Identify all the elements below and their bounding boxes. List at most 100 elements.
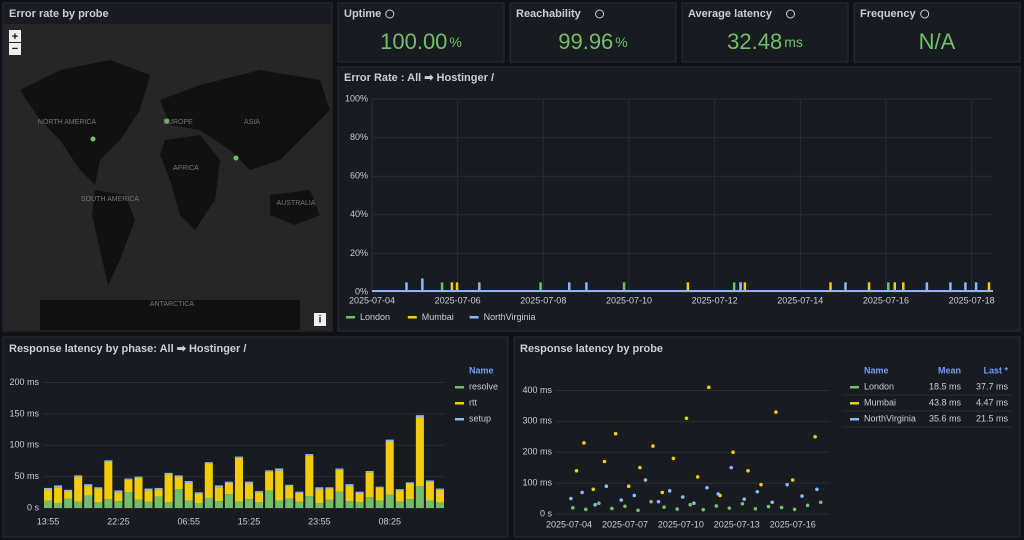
- bar-segment: [245, 483, 254, 500]
- error-spike: [478, 282, 481, 292]
- map-label: NORTH AMERICA: [38, 119, 97, 126]
- legend-label[interactable]: London: [360, 312, 390, 322]
- scatter-point: [680, 495, 685, 499]
- error-spike: [844, 282, 847, 292]
- stat-title: Frequency: [860, 8, 917, 20]
- map-label: AUSTRALIA: [277, 200, 316, 207]
- bar-segment: [184, 481, 193, 483]
- bar-segment: [315, 489, 324, 503]
- bar-segment: [234, 457, 243, 502]
- bar-segment: [44, 500, 53, 508]
- x-tick-label: 2025-07-04: [349, 295, 395, 305]
- bar-segment: [435, 489, 444, 503]
- scatter-point: [818, 500, 823, 505]
- probe-marker: [233, 155, 239, 161]
- bar-segment: [265, 471, 274, 491]
- error-spike: [925, 282, 929, 292]
- bar-segment: [395, 501, 404, 508]
- scatter-point: [790, 478, 795, 482]
- y-tick-label: 300 ms: [522, 416, 552, 426]
- scatter-point: [701, 507, 706, 512]
- bar-segment: [184, 500, 193, 508]
- legend-last: 37.7 ms: [976, 381, 1009, 391]
- bar-segment: [425, 500, 434, 508]
- error-spike: [739, 282, 742, 292]
- error-spike: [539, 282, 542, 292]
- bar-segment: [134, 476, 143, 478]
- legend-label[interactable]: London: [864, 381, 894, 391]
- y-tick-label: 0 s: [540, 508, 553, 518]
- legend-label[interactable]: Mumbai: [864, 397, 896, 407]
- legend-swatch: [850, 386, 859, 389]
- y-tick-label: 40%: [350, 209, 368, 219]
- info-icon: [595, 9, 605, 19]
- error-spike: [743, 282, 747, 292]
- bar-segment: [194, 492, 203, 494]
- scatter-point: [695, 475, 700, 479]
- scatter-point: [643, 478, 648, 482]
- scatter-point: [656, 499, 661, 504]
- bar-segment: [295, 492, 304, 502]
- y-tick-label: 80%: [350, 132, 368, 142]
- y-tick-label: 100 ms: [522, 477, 552, 487]
- bar-segment: [265, 470, 274, 472]
- legend-swatch: [407, 316, 417, 319]
- bar-segment: [275, 468, 284, 471]
- legend-header: Name: [864, 365, 889, 375]
- legend-last: 4.47 ms: [976, 397, 1009, 407]
- scatter-point: [753, 506, 758, 511]
- scatter-point: [602, 459, 607, 464]
- stat-number: N/A: [919, 29, 956, 54]
- scatter-point: [742, 497, 747, 501]
- bar-segment: [144, 490, 153, 502]
- bar-segment: [94, 502, 103, 508]
- x-tick-label: 2025-07-14: [777, 295, 823, 305]
- bar-segment: [154, 496, 163, 508]
- scatter-point: [792, 507, 797, 512]
- stat-unit: %: [449, 34, 461, 50]
- bar-segment: [104, 460, 113, 462]
- legend-swatch: [469, 316, 479, 319]
- info-icon: [385, 9, 395, 19]
- x-tick-label: 22:25: [107, 516, 130, 526]
- stat-title: Reachability: [516, 8, 582, 20]
- bar-segment: [395, 490, 404, 502]
- panel-title: Error rate by probe: [9, 8, 109, 20]
- scatter-point: [636, 508, 640, 513]
- zoom-in-button[interactable]: [9, 30, 21, 42]
- error-spike: [405, 282, 408, 292]
- stat-value: 100.00%: [380, 29, 462, 54]
- legend-mean: 43.8 ms: [929, 397, 962, 407]
- bar-segment: [345, 501, 354, 508]
- bar-segment: [295, 491, 304, 493]
- bar-segment: [395, 489, 404, 491]
- legend-label[interactable]: Mumbai: [422, 312, 454, 322]
- legend-label[interactable]: rtt: [469, 397, 477, 407]
- info-button[interactable]: [314, 313, 326, 326]
- bar-segment: [114, 501, 123, 508]
- bar-segment: [315, 502, 324, 508]
- stat-title: Uptime: [344, 8, 381, 20]
- scatter-point: [667, 489, 672, 493]
- error-spike: [568, 282, 571, 292]
- scatter-point: [707, 385, 711, 390]
- scatter-point: [597, 501, 601, 505]
- info-icon: [786, 9, 795, 19]
- zoom-out-button[interactable]: [9, 43, 21, 55]
- map-background: [4, 24, 331, 330]
- bar-segment: [124, 479, 133, 493]
- scatter-point: [574, 468, 579, 473]
- bar-segment: [365, 497, 374, 508]
- y-tick-label: 0 s: [27, 502, 40, 512]
- legend-label[interactable]: NorthVirginia: [864, 413, 916, 423]
- bar-segment: [114, 492, 123, 502]
- scatter-point: [593, 502, 597, 507]
- scatter-point: [570, 506, 575, 510]
- error-spike: [987, 282, 991, 292]
- bar-segment: [355, 491, 364, 493]
- bar-segment: [375, 487, 384, 501]
- legend-label[interactable]: resolve: [469, 381, 498, 391]
- y-tick-label: 20%: [350, 248, 368, 258]
- legend-label[interactable]: NorthVirginia: [484, 312, 536, 322]
- legend-label[interactable]: setup: [469, 413, 491, 423]
